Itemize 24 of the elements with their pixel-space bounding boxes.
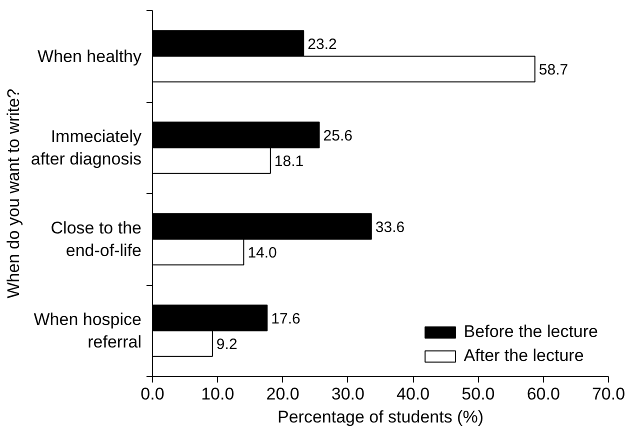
data-label: 58.7 [538,62,568,79]
data-label: 23.2 [308,36,337,53]
legend-label: Before the lecture [464,322,598,342]
legend-label: After the lecture [464,346,584,366]
x-tick-label: 50.0 [462,384,495,404]
data-label: 9.2 [216,336,238,354]
data-label: 33.6 [375,218,405,236]
x-axis-title: Percentage of students (%) [278,408,484,426]
data-label: 18.1 [274,153,304,170]
x-tick-label: 30.0 [331,384,364,404]
data-label: 25.6 [323,127,352,144]
y-tick-label: When hospice referral [34,310,142,352]
x-tick-label: 10.0 [201,384,234,404]
x-tick-label: 20.0 [266,384,300,404]
data-label: 17.6 [271,310,300,328]
x-tick-label: 70.0 [592,384,626,404]
data-label: 14.0 [248,244,277,262]
x-tick-label: 60.0 [526,384,560,404]
y-axis-title: When do you want to write? [4,88,23,298]
x-tick-label: 0.0 [140,384,164,404]
y-tick-label: Close to the end-of-life [50,218,142,260]
y-tick-label: When healthy [38,46,142,66]
y-tick-label: Immeciately after diagnosis [30,126,142,169]
x-tick-label: 40.0 [396,384,430,404]
